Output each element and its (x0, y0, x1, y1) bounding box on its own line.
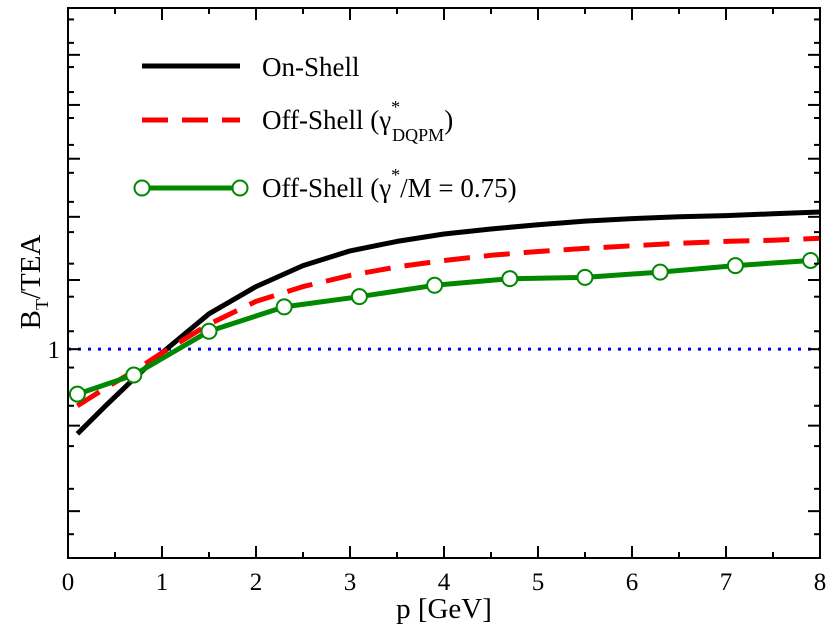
legend-label-on-shell: On-Shell (262, 52, 360, 82)
x-axis-label: p [GeV] (396, 593, 492, 625)
legend-entry-off-shell-dqpm: Off-Shell (γ* DQPM) (142, 97, 453, 145)
legend-label-dqpm-prefix: Off-Shell (γ (262, 105, 391, 135)
y-label-main: B (15, 310, 47, 329)
legend-marker-left (133, 179, 151, 197)
legend-label-ratio-prefix: Off-Shell (γ (262, 173, 391, 203)
x-tick-label: 3 (344, 569, 357, 596)
plot-frame (67, 7, 821, 559)
series-line-2 (76, 258, 811, 397)
x-tick-label: 5 (532, 569, 545, 596)
tick-labels: 0 1 2 3 4 5 6 7 8 1 (48, 337, 827, 596)
legend-label-dqpm-sub: DQPM (392, 125, 444, 145)
legend-label-dqpm-suffix: ) (444, 105, 453, 135)
x-tick-label: 1 (156, 569, 169, 596)
x-tick-label: 8 (814, 569, 827, 596)
series-line-1 (76, 235, 821, 408)
series-2-marker (350, 288, 368, 306)
plot-lines (68, 209, 821, 436)
series-2-marker (426, 276, 444, 294)
x-tick-label: 7 (720, 569, 733, 596)
y-label-tail: /TEA (15, 235, 47, 299)
y-label-sub: T (32, 299, 52, 310)
series-2-marker (726, 257, 744, 275)
legend-label-off-shell-ratio: Off-Shell (γ*/M = 0.75) (262, 165, 517, 203)
series-2-marker (125, 366, 143, 384)
series-2-marker (802, 251, 820, 269)
x-tick-label: 0 (62, 569, 75, 596)
series-2-marker (651, 263, 669, 281)
series-line-0 (75, 209, 821, 436)
series-2-marker (275, 298, 293, 316)
y-axis-label: BT/TEA (15, 235, 52, 330)
x-tick-label: 6 (626, 569, 639, 596)
series-2-marker (68, 385, 86, 403)
series-2-marker (200, 322, 218, 340)
legend-label-off-shell-dqpm: Off-Shell (γ* DQPM) (262, 97, 453, 145)
x-tick-label: 2 (250, 569, 263, 596)
y-tick-label: 1 (48, 337, 61, 364)
legend-entry-on-shell: On-Shell (142, 52, 360, 82)
x-tick-label: 4 (438, 569, 451, 596)
series-2-marker (501, 270, 519, 288)
series-2-marker (576, 268, 594, 286)
legend-marker-right (231, 179, 249, 197)
legend-label-ratio-sup: * (391, 165, 400, 185)
legend-label-ratio-suffix: /M = 0.75) (400, 173, 516, 203)
legend-label-dqpm-sup: * (391, 97, 400, 117)
legend-entry-off-shell-ratio: Off-Shell (γ*/M = 0.75) (133, 165, 517, 203)
legend: On-Shell Off-Shell (γ* DQPM) Off-Shell (γ… (133, 52, 517, 203)
